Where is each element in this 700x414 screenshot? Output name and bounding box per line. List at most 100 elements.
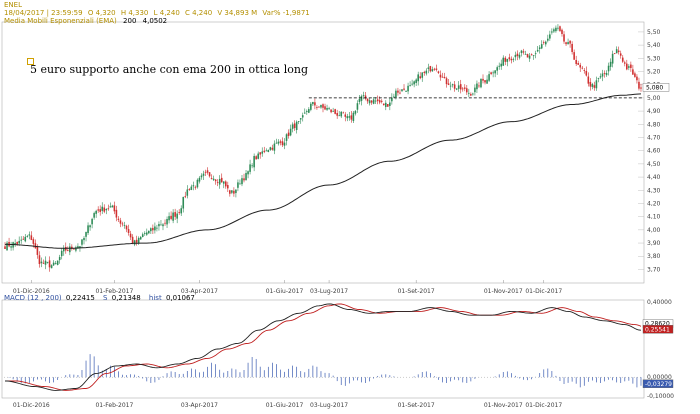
candle-body: [129, 233, 132, 238]
candle-body: [273, 143, 276, 151]
candle-body: [623, 62, 626, 64]
ema-readout: Media Mobili Esponenziali (EMA) 200 4,05…: [4, 17, 167, 25]
macd-ytick-label: -0,10000: [647, 393, 674, 400]
candle-body: [587, 76, 590, 84]
candle-body: [133, 240, 136, 245]
candle-body: [220, 177, 223, 183]
hist-last-label: -0,03279: [645, 381, 672, 388]
candle-body: [289, 128, 292, 136]
candle-body: [567, 42, 569, 45]
candle-body: [437, 71, 440, 73]
open-value: O 4,320: [87, 9, 116, 17]
candle-body: [210, 178, 213, 179]
candle-body: [632, 69, 634, 75]
candle-body: [615, 49, 618, 54]
candle-body: [316, 107, 318, 109]
candle-body: [281, 141, 284, 146]
macd-ytick-label: 0,00000: [647, 374, 672, 381]
signal-value: 0,21348: [111, 294, 141, 302]
candle-body: [449, 85, 452, 87]
candle-body: [287, 132, 290, 136]
candle-body: [141, 234, 144, 237]
candle-body: [557, 27, 559, 29]
candle-body: [135, 239, 138, 243]
candle-body: [247, 171, 249, 175]
candle-body: [22, 238, 25, 240]
candle-body: [143, 233, 146, 234]
candle-body: [555, 27, 557, 32]
candle-body: [561, 29, 563, 34]
candle-body: [455, 88, 458, 90]
price-ytick-label: 4,20: [647, 200, 661, 207]
candle-body: [630, 64, 632, 68]
candle-body: [530, 54, 533, 56]
ema-value: 4,0502: [142, 17, 168, 25]
candle-body: [470, 94, 472, 96]
candle-body: [326, 108, 328, 110]
ohlc-readout: 18/04/2017 | 23:59:59 O 4,320 H 4,330 L …: [4, 9, 313, 17]
candle-body: [542, 42, 545, 44]
candle-body: [18, 240, 20, 244]
candle-body: [350, 115, 353, 120]
candle-body: [549, 34, 551, 39]
candle-body: [52, 262, 55, 266]
candle-body: [494, 70, 496, 74]
candle-body: [435, 68, 438, 70]
candle-body: [504, 57, 507, 62]
price-panel-frame: [1, 21, 645, 284]
candle-body: [516, 53, 519, 57]
price-ytick-label: 3,80: [647, 253, 661, 260]
candle-body: [411, 83, 413, 85]
macd-xtick-label: 01-Set-2017: [398, 402, 435, 409]
candle-body: [526, 54, 529, 58]
candle-body: [628, 66, 630, 68]
candle-body: [174, 212, 176, 217]
candle-body: [36, 246, 39, 255]
candle-body: [26, 235, 29, 237]
candle-body: [431, 69, 434, 72]
candle-body: [97, 209, 99, 211]
candle-body: [352, 112, 355, 121]
candle-body: [251, 165, 253, 167]
candle-body: [79, 246, 81, 248]
candle-body: [267, 149, 270, 152]
candle-body: [611, 53, 614, 64]
candle-body: [429, 66, 432, 72]
candle-body: [591, 84, 594, 87]
candle-body: [603, 73, 606, 74]
candle-body: [397, 90, 399, 93]
macd-xtick-label: 01-Nov-2017: [484, 402, 523, 409]
candle-body: [245, 173, 247, 181]
ticker-label: ENEL: [4, 1, 22, 9]
candle-body: [156, 227, 158, 229]
price-ytick-label: 4,10: [647, 214, 661, 221]
candle-body: [218, 178, 221, 185]
candle-body: [119, 220, 122, 224]
candle-body: [231, 190, 233, 193]
candle-body: [540, 44, 543, 49]
candle-body: [87, 225, 89, 234]
candle-body: [271, 147, 274, 150]
candle-body: [166, 219, 168, 225]
candle-body: [403, 88, 405, 90]
price-ytick-label: 4,60: [647, 148, 661, 155]
candle-body: [227, 185, 229, 189]
candle-body: [528, 55, 531, 59]
candle-body: [194, 186, 197, 188]
candle-body: [571, 43, 573, 52]
candle-body: [204, 171, 207, 173]
candle-body: [184, 196, 187, 198]
candle-body: [524, 53, 527, 55]
candle-body: [382, 103, 385, 106]
candle-body: [38, 255, 41, 265]
macd-ytick-label: 0,40000: [647, 299, 672, 306]
candle-body: [4, 246, 6, 249]
candle-body: [393, 96, 395, 98]
candle-body: [291, 124, 294, 129]
candle-body: [597, 78, 600, 79]
candle-body: [10, 246, 12, 248]
candle-body: [73, 248, 75, 250]
candle-body: [593, 85, 596, 88]
candle-body: [534, 53, 537, 55]
